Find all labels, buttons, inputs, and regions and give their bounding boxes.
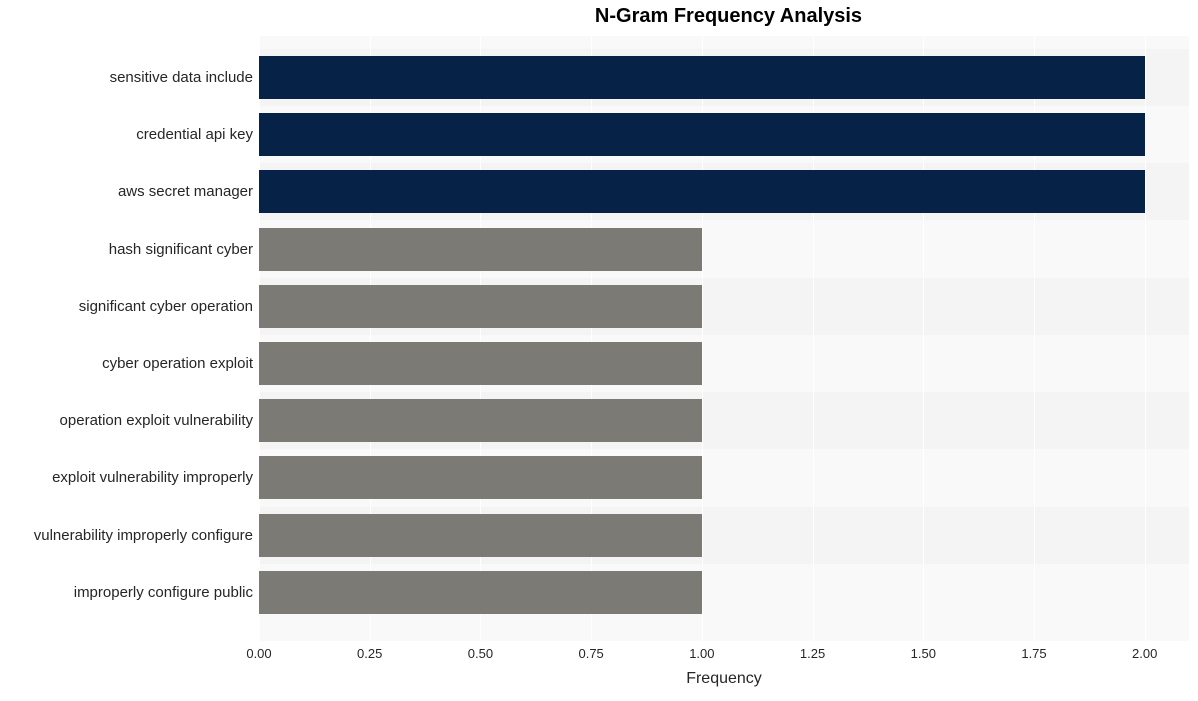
x-tick-label: 0.50 (450, 646, 510, 661)
bar-row (259, 170, 1189, 213)
y-axis-label: credential api key (136, 126, 253, 143)
y-axis-label: operation exploit vulnerability (60, 412, 253, 429)
bar-row (259, 456, 1189, 499)
bar (259, 399, 702, 442)
x-tick-label: 2.00 (1115, 646, 1175, 661)
bar (259, 514, 702, 557)
bar-row (259, 56, 1189, 99)
x-tick-label: 0.75 (561, 646, 621, 661)
y-axis-label: improperly configure public (74, 584, 253, 601)
x-tick-label: 0.00 (229, 646, 289, 661)
bar (259, 571, 702, 614)
x-tick-label: 0.25 (340, 646, 400, 661)
bar (259, 113, 1145, 156)
x-tick-label: 1.75 (1004, 646, 1064, 661)
bar (259, 342, 702, 385)
y-axis-label: aws secret manager (118, 183, 253, 200)
bar-row (259, 399, 1189, 442)
y-axis-label: significant cyber operation (79, 298, 253, 315)
x-tick-label: 1.00 (672, 646, 732, 661)
y-axis-label: vulnerability improperly configure (34, 527, 253, 544)
y-axis-label: sensitive data include (110, 69, 253, 86)
bar-row (259, 571, 1189, 614)
x-tick-label: 1.25 (783, 646, 843, 661)
bar (259, 56, 1145, 99)
bar-row (259, 514, 1189, 557)
plot-area: 0.000.250.500.751.001.251.501.752.00 (259, 36, 1189, 641)
x-tick-label: 1.50 (893, 646, 953, 661)
x-axis-label: Frequency (686, 670, 762, 688)
y-axis-label: cyber operation exploit (102, 355, 253, 372)
y-axis-label: hash significant cyber (109, 241, 253, 258)
bar (259, 456, 702, 499)
bar (259, 285, 702, 328)
bar-row (259, 228, 1189, 271)
bar-row (259, 285, 1189, 328)
bar (259, 228, 702, 271)
bar-row (259, 342, 1189, 385)
chart-title: N-Gram Frequency Analysis (0, 5, 1198, 28)
bar-row (259, 113, 1189, 156)
bar (259, 170, 1145, 213)
ngram-chart: N-Gram Frequency Analysis 0.000.250.500.… (0, 5, 1198, 641)
y-axis-label: exploit vulnerability improperly (52, 469, 253, 486)
